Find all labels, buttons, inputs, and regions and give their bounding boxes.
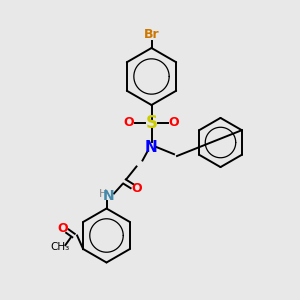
Text: S: S bbox=[146, 114, 158, 132]
Text: O: O bbox=[131, 182, 142, 196]
Text: H: H bbox=[98, 189, 107, 199]
Text: O: O bbox=[58, 221, 68, 235]
Text: CH₃: CH₃ bbox=[50, 242, 70, 252]
Text: N: N bbox=[103, 190, 114, 203]
Text: N: N bbox=[145, 140, 158, 154]
Text: O: O bbox=[169, 116, 179, 130]
Text: O: O bbox=[124, 116, 134, 130]
Text: Br: Br bbox=[144, 28, 159, 41]
